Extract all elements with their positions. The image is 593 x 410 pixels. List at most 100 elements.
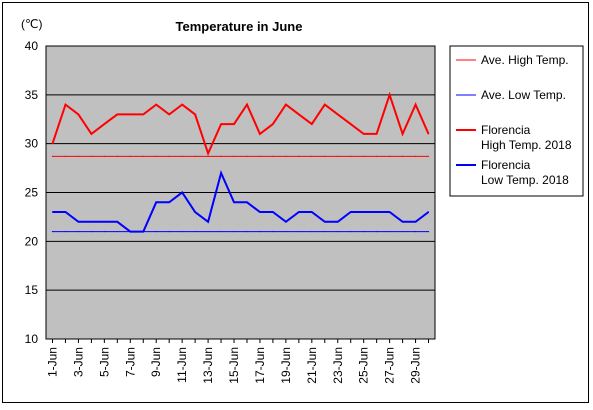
y-tick-label: 25	[25, 186, 39, 200]
data-point	[64, 211, 67, 213]
legend-label-3: Florencia Low Temp. 2018	[481, 158, 569, 187]
series-line-2	[51, 91, 430, 157]
data-point	[337, 221, 339, 223]
data-point	[103, 230, 105, 233]
series-line-3	[52, 169, 430, 233]
data-point	[324, 230, 326, 233]
data-point	[350, 123, 352, 125]
data-point	[129, 155, 131, 157]
data-point	[259, 211, 261, 213]
data-point	[194, 155, 196, 157]
data-point	[324, 104, 326, 106]
data-point	[427, 133, 430, 135]
data-point	[427, 230, 430, 233]
data-point	[155, 201, 157, 203]
data-point	[337, 155, 339, 157]
data-point	[311, 155, 313, 157]
data-point	[350, 230, 352, 233]
data-point	[427, 155, 430, 157]
data-point	[90, 221, 92, 223]
data-point	[233, 123, 235, 125]
x-tick-label: 15-Jun	[227, 347, 241, 384]
data-point	[90, 155, 92, 157]
data-point	[259, 230, 261, 233]
legend-box	[449, 45, 584, 197]
data-point	[168, 230, 170, 233]
data-point	[376, 211, 378, 213]
data-point	[246, 155, 248, 157]
y-tick-label: 15	[25, 283, 39, 297]
data-point	[298, 155, 300, 157]
x-tick-label: 5-Jun	[97, 347, 111, 377]
x-tick-label: 1-Jun	[45, 347, 59, 377]
legend-label-1: Ave. Low Temp.	[481, 88, 566, 102]
data-point	[363, 155, 365, 157]
data-point	[181, 191, 183, 194]
data-point	[103, 221, 105, 223]
legend-label-2: Florencia High Temp. 2018	[481, 123, 572, 152]
data-point	[77, 155, 80, 157]
data-point	[272, 211, 274, 213]
data-point	[129, 113, 131, 115]
y-tick-label: 10	[25, 332, 39, 346]
data-point	[220, 172, 222, 174]
data-point	[401, 155, 404, 157]
data-point	[414, 221, 417, 223]
data-point	[129, 230, 131, 233]
data-point	[168, 155, 170, 157]
data-point	[142, 155, 144, 157]
data-point	[207, 230, 209, 233]
data-point	[168, 201, 170, 203]
data-point	[90, 133, 92, 135]
plot-area: 10 15 20 25 30 35 40 1-Jun 3-Jun 5-Jun 7-Jun 9-Jun 1…	[25, 39, 436, 384]
data-point	[285, 230, 287, 233]
data-point	[103, 123, 105, 125]
data-point	[207, 152, 209, 155]
data-point	[389, 94, 391, 96]
data-point	[259, 133, 261, 135]
x-tick-label: 23-Jun	[331, 347, 345, 384]
data-point	[427, 211, 430, 213]
data-point	[116, 155, 118, 157]
data-point	[414, 230, 417, 233]
data-point	[401, 133, 404, 135]
data-point	[90, 230, 92, 233]
x-tick-label: 9-Jun	[149, 347, 163, 377]
data-point	[220, 123, 222, 125]
data-point	[350, 211, 352, 213]
data-point	[363, 211, 365, 213]
data-point	[337, 230, 339, 233]
x-tick-label: 21-Jun	[305, 347, 319, 384]
data-point	[116, 230, 118, 233]
data-point	[207, 221, 209, 223]
data-point	[311, 123, 313, 125]
y-tick-label: 35	[25, 88, 39, 102]
data-point	[414, 104, 417, 106]
data-point	[246, 230, 248, 233]
data-point	[285, 155, 287, 157]
data-point	[363, 230, 365, 233]
data-point	[103, 155, 105, 157]
data-point	[246, 201, 248, 203]
data-point	[272, 230, 274, 233]
y-tick-label: 40	[25, 39, 39, 53]
data-point	[233, 230, 235, 233]
data-point	[414, 155, 417, 157]
data-point	[220, 155, 222, 157]
x-tick-label: 13-Jun	[201, 347, 215, 384]
data-point	[298, 230, 300, 233]
data-point	[181, 104, 183, 106]
data-point	[220, 230, 222, 233]
data-point	[376, 230, 378, 233]
data-point	[77, 113, 80, 115]
data-point	[298, 113, 300, 115]
chart-title: Temperature in June	[176, 19, 303, 34]
x-tick-label: 7-Jun	[123, 347, 137, 377]
data-point	[194, 211, 196, 213]
data-point	[181, 155, 183, 157]
data-point	[64, 155, 67, 157]
data-point	[272, 155, 274, 157]
data-point	[337, 113, 339, 115]
x-tick-label: 27-Jun	[383, 347, 397, 384]
data-point	[233, 155, 235, 157]
